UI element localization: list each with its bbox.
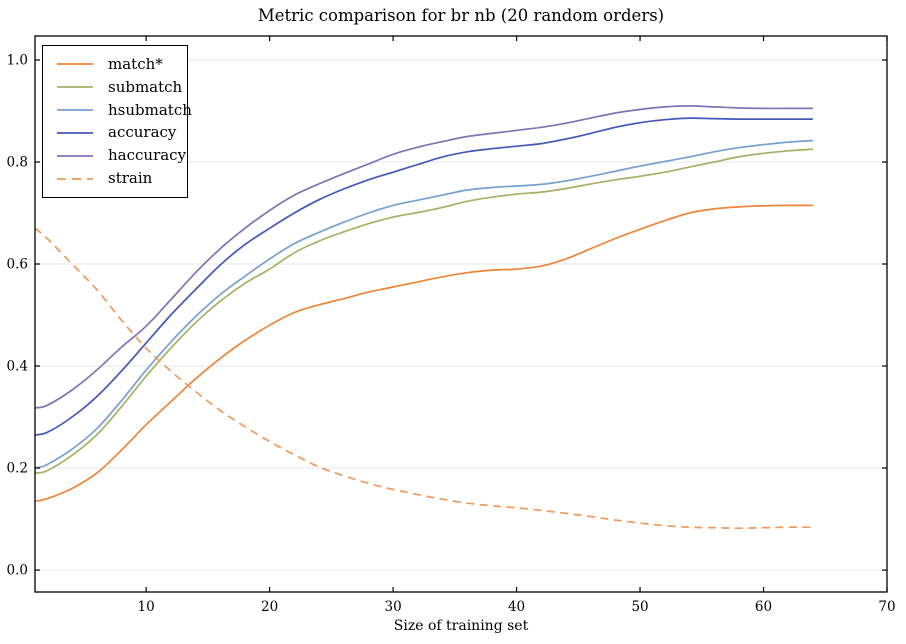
legend-label: hsubmatch	[108, 100, 192, 119]
legend-item-strain: strain	[56, 167, 179, 190]
series-line-match	[34, 204, 813, 503]
x-tick-label: 10	[138, 599, 155, 615]
chart-title: Metric comparison for br nb (20 random o…	[257, 6, 665, 25]
x-axis-label: Size of training set	[393, 618, 529, 634]
x-tick-label: 70	[878, 599, 895, 615]
legend-item-match: match*	[56, 53, 179, 76]
line-swatch-icon	[57, 86, 93, 89]
legend-item-submatch: submatch	[56, 76, 183, 99]
x-tick-label: 60	[755, 599, 772, 615]
legend-item-hsubmatch: hsubmatch	[56, 99, 192, 122]
legend: match* submatch hsubmatch accuracy haccuracy…	[42, 45, 192, 198]
dashed-line-swatch-icon	[57, 177, 93, 180]
y-tick-label: 0.8	[7, 154, 28, 170]
y-tick-label: 0.4	[7, 359, 28, 375]
series-line-hsubmatch	[34, 139, 813, 469]
legend-item-accuracy: accuracy	[56, 121, 179, 144]
y-tick-label: 0.6	[7, 257, 28, 273]
legend-label: strain	[108, 169, 153, 188]
x-tick-label: 40	[508, 599, 525, 615]
series-line-haccuracy	[34, 105, 813, 409]
y-tick-label: 0.2	[7, 461, 28, 477]
line-swatch-icon	[57, 154, 93, 157]
line-swatch-icon	[57, 63, 93, 66]
x-tick-label: 50	[631, 599, 648, 615]
line-swatch-icon	[57, 131, 93, 134]
legend-item-haccuracy: haccuracy	[56, 144, 186, 167]
series-line-submatch	[34, 148, 813, 474]
legend-label: accuracy	[108, 123, 177, 142]
x-tick-label: 30	[384, 599, 401, 615]
series-line-strain	[34, 227, 813, 530]
y-tick-label: 0.0	[7, 563, 28, 579]
series-line-accuracy	[34, 117, 813, 436]
legend-label: submatch	[108, 77, 183, 96]
x-tick-label: 20	[261, 599, 278, 615]
y-tick-label: 1.0	[7, 52, 28, 68]
line-swatch-icon	[57, 109, 93, 111]
legend-label: haccuracy	[108, 146, 187, 165]
axes-spines	[34, 35, 888, 593]
legend-label: match*	[108, 54, 163, 73]
